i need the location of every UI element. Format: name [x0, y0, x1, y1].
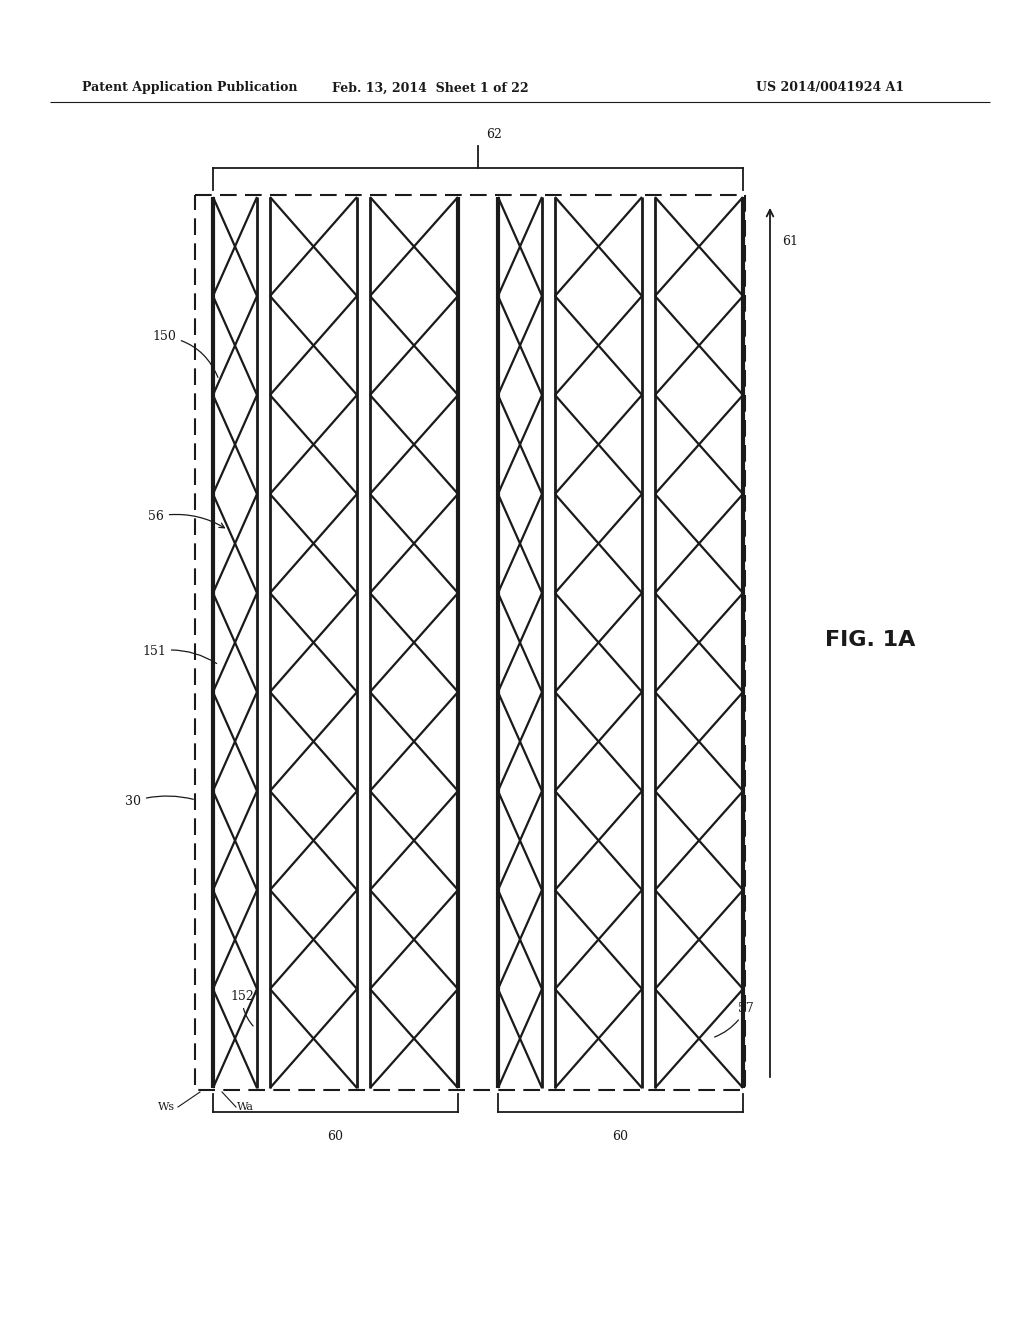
- Text: 61: 61: [782, 235, 798, 248]
- Text: 151: 151: [142, 645, 217, 664]
- Text: 57: 57: [715, 1002, 754, 1038]
- Text: Ws: Ws: [158, 1102, 175, 1111]
- Text: 56: 56: [148, 510, 224, 528]
- Text: 62: 62: [486, 128, 502, 141]
- Text: 60: 60: [612, 1130, 628, 1143]
- Text: FIG. 1A: FIG. 1A: [824, 630, 915, 649]
- Text: 30: 30: [125, 795, 194, 808]
- Text: 152: 152: [230, 990, 254, 1026]
- Text: 150: 150: [152, 330, 218, 378]
- Text: Feb. 13, 2014  Sheet 1 of 22: Feb. 13, 2014 Sheet 1 of 22: [332, 82, 528, 95]
- Text: Wa: Wa: [237, 1102, 254, 1111]
- Text: Patent Application Publication: Patent Application Publication: [82, 82, 298, 95]
- Text: 60: 60: [327, 1130, 343, 1143]
- Text: US 2014/0041924 A1: US 2014/0041924 A1: [756, 82, 904, 95]
- Bar: [195, 195, 745, 1090]
